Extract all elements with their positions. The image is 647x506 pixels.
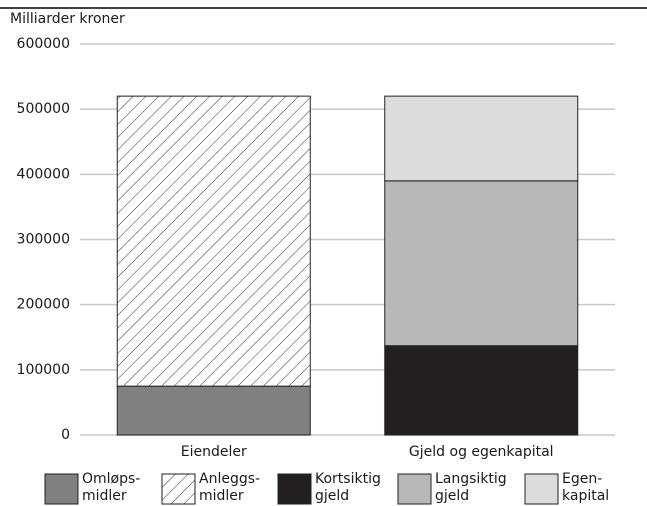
bar-segment xyxy=(384,95,579,182)
legend-swatch xyxy=(44,473,79,505)
bar-segment xyxy=(116,385,311,436)
y-tick-label: 400000 xyxy=(17,166,70,182)
x-tick-label: Gjeld og egenkapital xyxy=(409,444,554,460)
y-tick-label: 100000 xyxy=(17,362,70,378)
legend-label: Anleggs- midler xyxy=(199,471,261,504)
legend-label: Langsiktig gjeld xyxy=(435,471,507,504)
legend-swatch xyxy=(161,473,196,505)
legend-swatch xyxy=(397,473,432,505)
y-axis-label: Milliarder kroner xyxy=(10,11,125,27)
legend-label: Egen- kapital xyxy=(562,471,610,504)
x-tick-label: Eiendeler xyxy=(181,444,247,460)
legend-label: Kortsiktig gjeld xyxy=(315,471,381,504)
y-tick-label: 500000 xyxy=(17,101,70,117)
y-tick-label: 200000 xyxy=(17,297,70,313)
bar-segment xyxy=(384,345,579,436)
legend-swatch xyxy=(277,473,312,505)
y-tick-label: 600000 xyxy=(17,36,70,52)
legend-label: Omløps- midler xyxy=(82,471,141,504)
bar-segment xyxy=(116,95,311,387)
y-tick-label: 0 xyxy=(61,427,70,443)
bar-segment xyxy=(384,180,579,347)
legend-swatch xyxy=(524,473,559,505)
y-tick-label: 300000 xyxy=(17,232,70,248)
